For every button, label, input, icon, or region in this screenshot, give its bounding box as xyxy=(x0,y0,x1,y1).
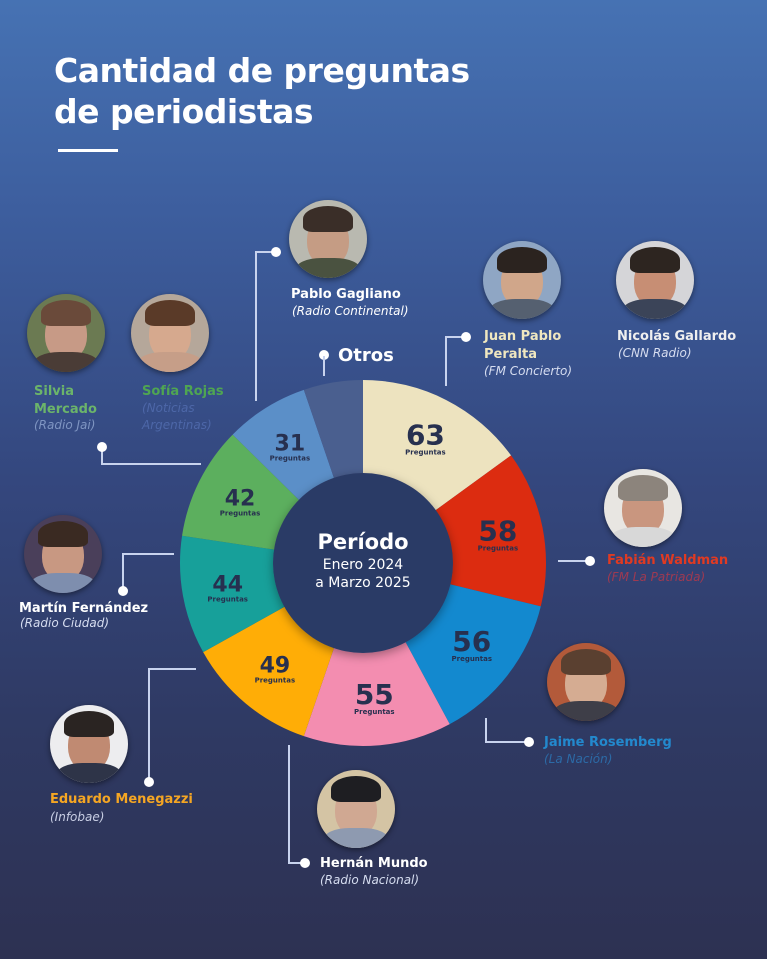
name-martin-fernandez: Martín Fernández xyxy=(19,601,149,616)
donut-slice-pablo-gagliano xyxy=(232,389,335,502)
title-underline xyxy=(58,149,118,152)
avatar-fabian-waldman xyxy=(604,469,682,547)
connector-pablo-gagliano-h xyxy=(255,251,276,253)
avatar-nicolas-gallardo xyxy=(616,241,694,319)
connector-dot-hernan xyxy=(300,858,310,868)
outlet-jaime-rosemberg: (La Nación) xyxy=(544,752,613,766)
name-silvia-mercado-line2: Mercado xyxy=(34,402,97,417)
slice-unit-label: Preguntas xyxy=(220,509,261,517)
outlet-nicolas-gallardo: (CNN Radio) xyxy=(618,346,692,360)
otros-connector-line xyxy=(323,356,325,376)
name-sofia-rojas: Sofía Rojas xyxy=(142,384,224,399)
outlet-hernan-mundo: (Radio Nacional) xyxy=(320,873,420,887)
slice-value-label: 42 xyxy=(225,486,256,511)
outlet-silvia-mercado: (Radio Jai) xyxy=(34,418,96,432)
slice-unit-label: Preguntas xyxy=(270,455,311,463)
connector-dot-jaime xyxy=(524,737,534,747)
slice-value-label: 31 xyxy=(275,432,306,457)
otros-label: Otros xyxy=(338,345,394,366)
avatar-sofia-rojas xyxy=(131,294,209,372)
center-range-line-2: a Marzo 2025 xyxy=(315,575,411,591)
donut-slice-mart-n-fern-ndez xyxy=(180,535,287,653)
donut-slice-silvia-mercado xyxy=(182,434,301,550)
connector-eduardo-h xyxy=(148,668,196,670)
avatar-martin-fernandez xyxy=(24,515,102,593)
name-silvia-mercado-line1: Silvia xyxy=(34,384,74,399)
name-pablo-gagliano: Pablo Gagliano xyxy=(291,287,401,302)
connector-eduardo-v xyxy=(148,668,150,782)
name-juan-pablo-peralta-line2: Peralta xyxy=(484,347,537,362)
name-fabian-waldman: Fabián Waldman xyxy=(607,553,729,568)
name-jaime-rosemberg: Jaime Rosemberg xyxy=(544,735,672,750)
name-nicolas-gallardo: Nicolás Gallardo xyxy=(617,329,737,344)
connector-dot-eduardo xyxy=(144,777,154,787)
slice-unit-label: Preguntas xyxy=(255,677,296,685)
connector-silvia-v xyxy=(101,447,103,464)
center-range-line-1: Enero 2024 xyxy=(322,557,404,573)
donut-hole xyxy=(273,473,453,653)
otros-connector-dot xyxy=(319,350,329,360)
avatar-pablo-gagliano xyxy=(289,200,367,278)
donut-slices xyxy=(180,380,546,746)
connector-martin-h xyxy=(122,553,174,555)
connector-hernan-h xyxy=(288,862,305,864)
connector-dot-martin xyxy=(118,586,128,596)
name-eduardo-menegazzi: Eduardo Menegazzi xyxy=(50,792,193,807)
slice-value-label: 49 xyxy=(260,654,291,679)
slice-labels: 63Preguntas58Preguntas56Preguntas55Pregu… xyxy=(207,418,518,716)
donut-slice-fabi-n-waldman xyxy=(434,455,546,607)
connector-dot-juan-pablo xyxy=(461,332,471,342)
name-hernan-mundo: Hernán Mundo xyxy=(320,856,428,871)
slice-unit-label: Preguntas xyxy=(405,448,446,456)
avatar-juan-pablo-peralta xyxy=(483,241,561,319)
avatar-hernan-mundo xyxy=(317,770,395,848)
avatar-eduardo-menegazzi xyxy=(50,705,128,783)
donut-slice-juan-pablo-peralta xyxy=(363,380,512,512)
outlet-martin-fernandez: (Radio Ciudad) xyxy=(20,616,110,630)
outlet-eduardo-menegazzi: (Infobae) xyxy=(50,810,105,824)
connector-juan-pablo-h xyxy=(445,336,466,338)
outlet-sofia-rojas-line1: (Noticias xyxy=(142,401,195,415)
outlet-fabian-waldman: (FM La Patriada) xyxy=(607,570,706,584)
title-line-1: Cantidad de preguntas xyxy=(54,51,470,90)
connector-pablo-gagliano-v xyxy=(255,251,257,401)
outlet-sofia-rojas-line2: Argentinas) xyxy=(142,418,212,432)
slice-value-label: 56 xyxy=(452,625,491,658)
connector-juan-pablo-v xyxy=(445,336,447,386)
connector-dot-silvia xyxy=(97,442,107,452)
connector-hernan-v xyxy=(288,745,290,863)
donut-slice-jaime-rosemberg xyxy=(404,583,541,725)
slice-unit-label: Preguntas xyxy=(354,708,395,716)
outlet-pablo-gagliano: (Radio Continental) xyxy=(292,304,409,318)
title-line-2: de periodistas xyxy=(54,92,314,131)
connector-dot-fabian xyxy=(585,556,595,566)
donut-slice-eduardo-menegazzi xyxy=(203,605,335,737)
connector-jaime-h xyxy=(485,741,529,743)
connector-dot-pablo-gagliano xyxy=(271,247,281,257)
slice-unit-label: Preguntas xyxy=(207,596,248,604)
slice-value-label: 55 xyxy=(355,678,394,711)
outlet-juan-pablo-peralta: (FM Concierto) xyxy=(484,364,573,378)
connector-fabian xyxy=(558,560,588,562)
slice-unit-label: Preguntas xyxy=(478,544,519,552)
connector-silvia-h xyxy=(101,463,201,465)
connector-jaime-v xyxy=(485,718,487,742)
slice-value-label: 63 xyxy=(406,418,445,451)
connector-martin-v xyxy=(122,553,124,591)
slice-value-label: 58 xyxy=(478,514,517,547)
page-title: Cantidad de preguntas de periodistas xyxy=(54,50,470,132)
slice-unit-label: Preguntas xyxy=(451,655,492,663)
center-title: Período xyxy=(317,530,409,554)
slice-value-label: 44 xyxy=(212,573,243,598)
donut-slice-otros xyxy=(303,380,363,480)
avatar-jaime-rosemberg xyxy=(547,643,625,721)
donut-slice-hern-n-mundo xyxy=(303,640,450,746)
name-juan-pablo-peralta-line1: Juan Pablo xyxy=(484,329,562,344)
avatar-silvia-mercado xyxy=(27,294,105,372)
